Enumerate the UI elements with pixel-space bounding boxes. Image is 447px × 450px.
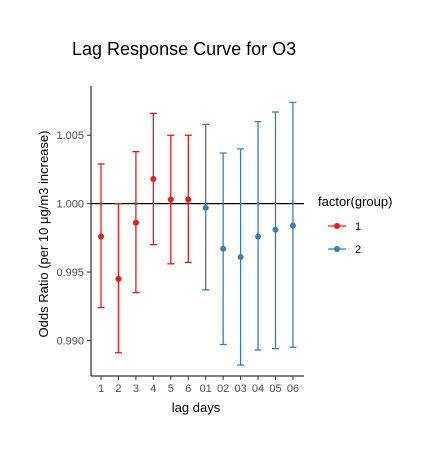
x-tick-label: 2 [115, 383, 121, 395]
y-tick-label: 0.995 [56, 267, 84, 279]
legend-entries: 12 [328, 221, 361, 256]
legend-entry: 1 [328, 221, 361, 233]
y-tick-label: 1.000 [56, 199, 84, 211]
x-tick-label: 04 [252, 383, 264, 395]
data-point [98, 233, 104, 240]
plot-area: 0.990 0.995 1.000 1.005 1 2 3 4 5 6 01 02 03 04 05 06 [56, 86, 304, 395]
x-tick-label: 05 [269, 383, 281, 395]
y-tick-label: 0.990 [56, 335, 84, 347]
legend: factor(group) 12 [318, 194, 392, 256]
legend-title: factor(group) [318, 194, 392, 209]
legend-key-point [334, 246, 340, 252]
x-axis-label: lag days [172, 400, 221, 415]
data-point [272, 226, 279, 233]
x-tick-label: 1 [98, 383, 104, 395]
data-point [185, 196, 192, 203]
x-tick-label: 01 [200, 383, 212, 395]
data-points [98, 176, 296, 282]
x-tick-label: 4 [150, 383, 156, 395]
data-point [202, 204, 209, 211]
x-tick-label: 5 [168, 383, 174, 395]
data-point [220, 245, 227, 252]
y-axis-ticks: 0.990 0.995 1.000 1.005 [56, 130, 91, 347]
data-point [150, 176, 157, 183]
x-axis-ticks: 1 2 3 4 5 6 01 02 03 04 05 06 [98, 376, 299, 395]
x-tick-label: 06 [287, 383, 299, 395]
x-tick-label: 03 [234, 383, 246, 395]
x-tick-label: 02 [217, 383, 229, 395]
error-bars [97, 101, 297, 366]
legend-entry: 2 [328, 244, 361, 256]
data-point [167, 196, 174, 203]
data-point [132, 219, 139, 226]
data-point [255, 233, 262, 240]
x-tick-label: 3 [133, 383, 139, 395]
data-point [115, 275, 122, 282]
chart-title: Lag Response Curve for O3 [72, 39, 296, 59]
legend-key-point [334, 223, 340, 229]
x-tick-label: 6 [185, 383, 191, 395]
data-point [289, 222, 296, 229]
legend-label: 1 [355, 221, 361, 233]
legend-label: 2 [355, 244, 361, 256]
y-tick-label: 1.005 [56, 130, 84, 142]
y-axis-label: Odds Ratio (per 10 μg/m3 increase) [36, 131, 51, 338]
data-point [237, 253, 244, 260]
